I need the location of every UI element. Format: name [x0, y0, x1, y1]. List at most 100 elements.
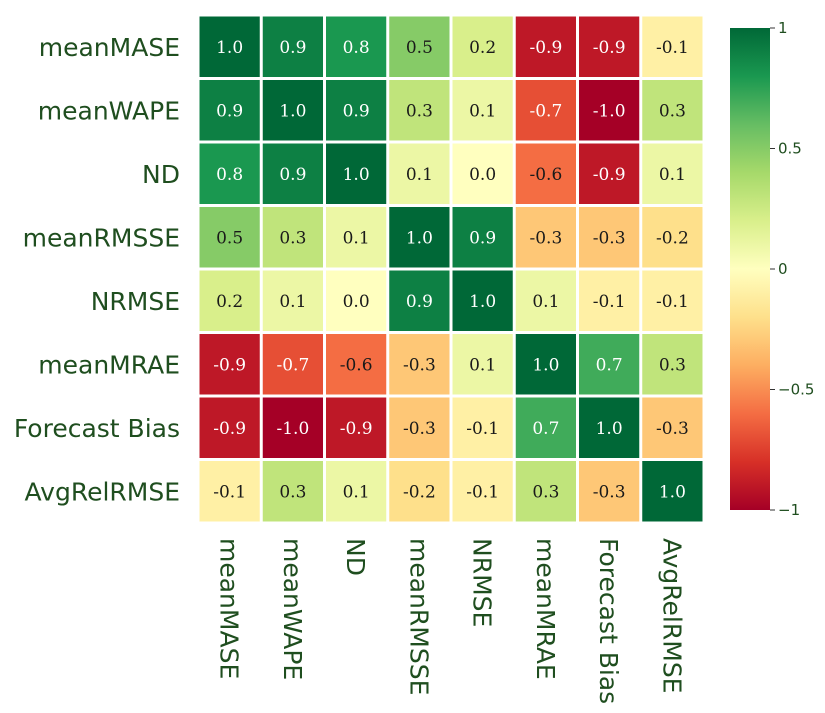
row-label: Forecast Bias	[14, 414, 180, 443]
cell-value-label: -0.3	[403, 419, 436, 439]
cell-value-label: 0.0	[343, 292, 370, 312]
cell-value-label: 1.0	[216, 38, 243, 58]
heatmap-cell	[326, 270, 387, 331]
cell-value-label: -1.0	[593, 101, 626, 121]
cell-value-label: -0.9	[529, 38, 562, 58]
heatmap-cell	[389, 461, 450, 522]
heatmap-cell	[326, 397, 387, 458]
cell-value-label: 0.5	[406, 38, 433, 58]
cell-value-label: 0.3	[279, 228, 306, 248]
heatmap-cell	[579, 334, 640, 395]
cell-value-label: 0.1	[406, 165, 433, 185]
heatmap-cell	[262, 80, 323, 141]
heatmap-cell	[389, 143, 450, 204]
heatmap-cell	[262, 143, 323, 204]
heatmap-cell	[199, 397, 260, 458]
heatmap-cell	[515, 143, 576, 204]
heatmap-cell	[515, 270, 576, 331]
cell-value-label: -1.0	[276, 419, 309, 439]
cell-value-label: -0.3	[529, 228, 562, 248]
heatmap-cell	[262, 207, 323, 268]
heatmap-cell	[642, 80, 703, 141]
column-label: meanRMSSE	[404, 538, 433, 695]
heatmap-cell	[579, 270, 640, 331]
cell-value-label: 0.1	[343, 482, 370, 502]
cell-value-label: -0.1	[213, 482, 246, 502]
cell-value-label: -0.3	[656, 419, 689, 439]
heatmap-cell	[579, 80, 640, 141]
heatmap-cell	[326, 80, 387, 141]
heatmap-cell	[642, 16, 703, 77]
cell-value-label: -0.3	[403, 355, 436, 375]
cell-value-label: 1.0	[469, 292, 496, 312]
colorbar: 1 0.5 0 −0.5 −1	[730, 19, 814, 519]
cell-value-label: 0.9	[406, 292, 433, 312]
heatmap-cell	[452, 143, 513, 204]
cell-value-label: -0.1	[656, 38, 689, 58]
heatmap-cell	[262, 397, 323, 458]
cell-value-label: -0.9	[213, 355, 246, 375]
heatmap-cell	[579, 143, 640, 204]
heatmap-cell	[515, 80, 576, 141]
heatmap-cell	[579, 461, 640, 522]
heatmap-cells: 1.0 0.9 0.8 0.5 0.2 -0.9 -0.9 -0.1 0.9 1.0 0.9 0.3 0…	[199, 16, 703, 522]
heatmap-cell	[452, 397, 513, 458]
cell-value-label: -0.9	[593, 38, 626, 58]
cell-value-label: 0.3	[279, 482, 306, 502]
cell-value-label: -0.9	[213, 419, 246, 439]
heatmap-cell	[452, 334, 513, 395]
heatmap-cell	[389, 16, 450, 77]
cell-value-label: 1.0	[279, 101, 306, 121]
cell-value-label: 0.7	[596, 355, 623, 375]
heatmap-cell	[262, 16, 323, 77]
cell-value-label: 0.9	[216, 101, 243, 121]
colorbar-tick-label: 0.5	[778, 140, 802, 158]
cell-value-label: 0.2	[469, 38, 496, 58]
row-label: ND	[142, 160, 180, 189]
cell-value-label: 0.3	[532, 482, 559, 502]
cell-value-label: -0.9	[593, 165, 626, 185]
colorbar-tick-label: −0.5	[778, 381, 814, 399]
heatmap-cell	[452, 461, 513, 522]
cell-value-label: 1.0	[659, 482, 686, 502]
heatmap-cell	[389, 207, 450, 268]
cell-value-label: 0.2	[216, 292, 243, 312]
cell-value-label: 1.0	[532, 355, 559, 375]
heatmap-cell	[642, 461, 703, 522]
row-label: meanRMSSE	[23, 223, 180, 252]
cell-value-label: -0.2	[403, 482, 436, 502]
heatmap-cell	[389, 80, 450, 141]
colorbar-tick-label: 1	[778, 19, 788, 37]
cell-value-label: -0.2	[656, 228, 689, 248]
heatmap-cell	[199, 143, 260, 204]
colorbar-tick-label: 0	[778, 260, 788, 278]
cell-value-label: 0.1	[659, 165, 686, 185]
heatmap-cell	[199, 334, 260, 395]
column-label: NRMSE	[468, 538, 497, 627]
heatmap-cell	[326, 143, 387, 204]
cell-value-label: 0.9	[343, 101, 370, 121]
heatmap-cell	[199, 270, 260, 331]
heatmap-cell	[515, 334, 576, 395]
heatmap-cell	[326, 207, 387, 268]
cell-value-label: -0.6	[340, 355, 373, 375]
heatmap-cell	[642, 334, 703, 395]
row-labels: meanMASE meanWAPE ND meanRMSSE NRMSE meanMRAE…	[14, 33, 180, 507]
cell-value-label: 0.1	[469, 355, 496, 375]
column-label: meanMRAE	[531, 538, 560, 680]
cell-value-label: -0.1	[466, 419, 499, 439]
heatmap-cell	[199, 207, 260, 268]
cell-value-label: 0.7	[532, 419, 559, 439]
heatmap-cell	[642, 397, 703, 458]
heatmap-cell	[642, 270, 703, 331]
row-label: AvgRelRMSE	[25, 477, 180, 506]
column-label: ND	[341, 538, 370, 576]
heatmap-cell	[262, 334, 323, 395]
heatmap-cell	[642, 207, 703, 268]
cell-value-label: -0.1	[593, 292, 626, 312]
column-label: meanMASE	[215, 538, 244, 679]
cell-value-label: 0.8	[216, 165, 243, 185]
heatmap-cell	[389, 397, 450, 458]
cell-value-label: -0.6	[529, 165, 562, 185]
